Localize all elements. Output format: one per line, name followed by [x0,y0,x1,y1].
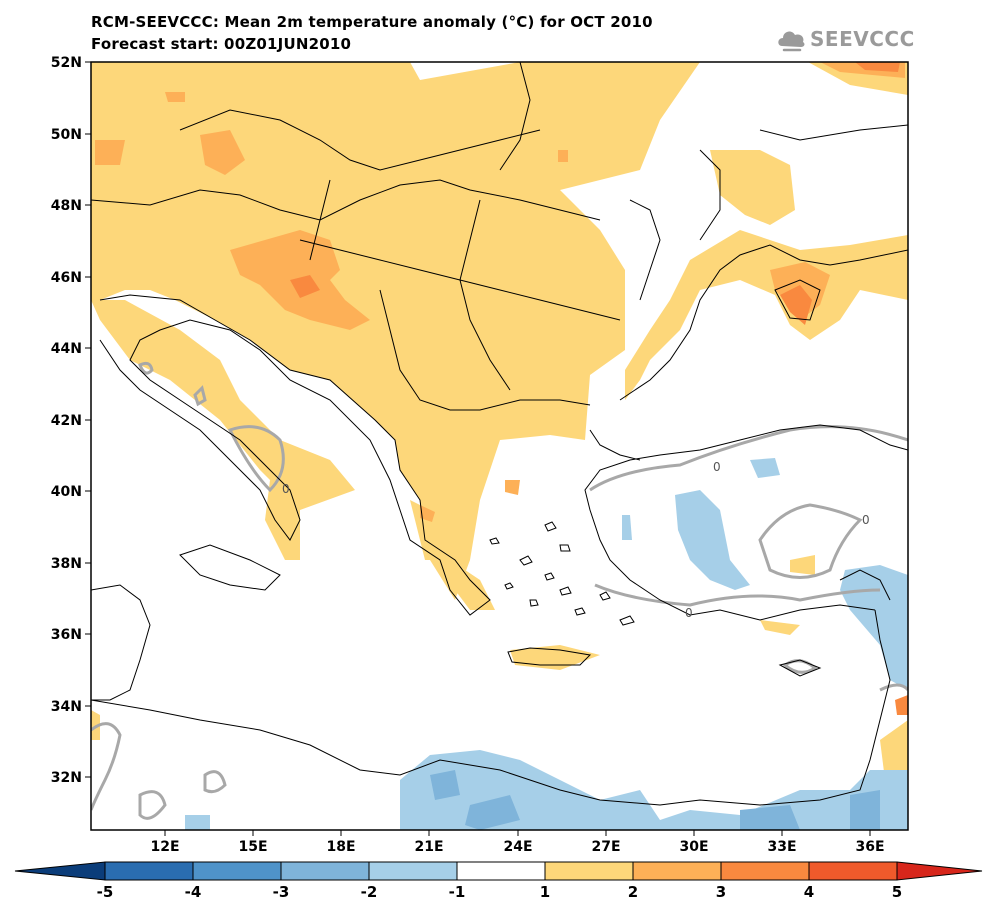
lon-tick-label: 15E [238,839,267,855]
colorbar-label: -2 [361,883,378,901]
forecast-start-subtitle: Forecast start: 00Z01JUN2010 [91,35,352,53]
lon-tick-label: 36E [855,839,884,855]
colorbar-label: -1 [449,883,466,901]
anomaly-fields [91,62,908,830]
colorbar-label: 1 [540,883,550,901]
lat-tick-label: 52N [51,55,82,71]
colorbar-swatch [632,861,722,881]
colorbar-swatch [368,861,458,881]
longitude-axis: 12E 15E 18E 21E 24E 27E 30E 33E 36E [150,830,885,855]
anomaly-3-to-4-fill [290,62,908,715]
lat-tick-label: 38N [51,556,82,572]
aegean-islands [489,521,635,626]
coastlines-borders [91,62,908,806]
colorbar-swatch [456,861,546,881]
lon-tick-label: 33E [767,839,796,855]
colorbar: -5 -4 -3 -2 -1 1 2 3 4 5 [14,861,983,901]
lon-tick-label: 18E [326,839,355,855]
colorbar-swatch [104,861,194,881]
colorbar-swatch [896,861,983,881]
colorbar-label: 5 [892,883,902,901]
colorbar-label: 4 [804,883,814,901]
lat-tick-label: 48N [51,198,82,214]
lat-tick-label: 36N [51,627,82,643]
colorbar-label: 2 [628,883,638,901]
lat-tick-label: 44N [51,341,82,357]
colorbar-swatch [544,861,634,881]
lat-tick-label: 46N [51,270,82,286]
lon-tick-label: 27E [591,839,620,855]
anomaly-2-to-3-fill [95,62,905,522]
chart-title: RCM-SEEVCCC: Mean 2m temperature anomaly… [91,13,653,31]
colorbar-swatch [720,861,810,881]
colorbar-label: -4 [185,883,202,901]
lon-tick-label: 21E [414,839,443,855]
lon-tick-label: 30E [679,839,708,855]
contour-label: 0 [282,482,290,496]
colorbar-swatch [808,861,898,881]
anomaly-minus1-to-minus2-fill [185,458,908,830]
colorbar-swatch [14,861,106,881]
lat-tick-label: 50N [51,127,82,143]
anomaly-1-to-2-fill [91,62,908,790]
logo-text: SEEVCCC [810,27,915,51]
cloud-icon [778,31,805,52]
latitude-axis: 52N 50N 48N 46N 44N 42N 40N 38N 36N 34N … [51,55,91,786]
lat-tick-label: 34N [51,699,82,715]
lat-tick-label: 32N [51,770,82,786]
lat-tick-label: 40N [51,484,82,500]
seevccc-logo: SEEVCCC [776,24,915,54]
map-frame [90,61,909,831]
colorbar-label: 3 [716,883,726,901]
lon-tick-label: 24E [503,839,532,855]
lat-tick-label: 42N [51,413,82,429]
contour-label: 0 [713,460,721,474]
contour-label: 0 [862,513,870,527]
colorbar-label: -5 [97,883,114,901]
colorbar-label: -3 [273,883,290,901]
lon-tick-label: 12E [150,839,179,855]
zero-contours [91,361,908,820]
colorbar-swatch [280,861,370,881]
contour-label: 0 [685,606,693,620]
colorbar-swatch [192,861,282,881]
anomaly-minus2-to-minus3-fill [430,770,880,830]
